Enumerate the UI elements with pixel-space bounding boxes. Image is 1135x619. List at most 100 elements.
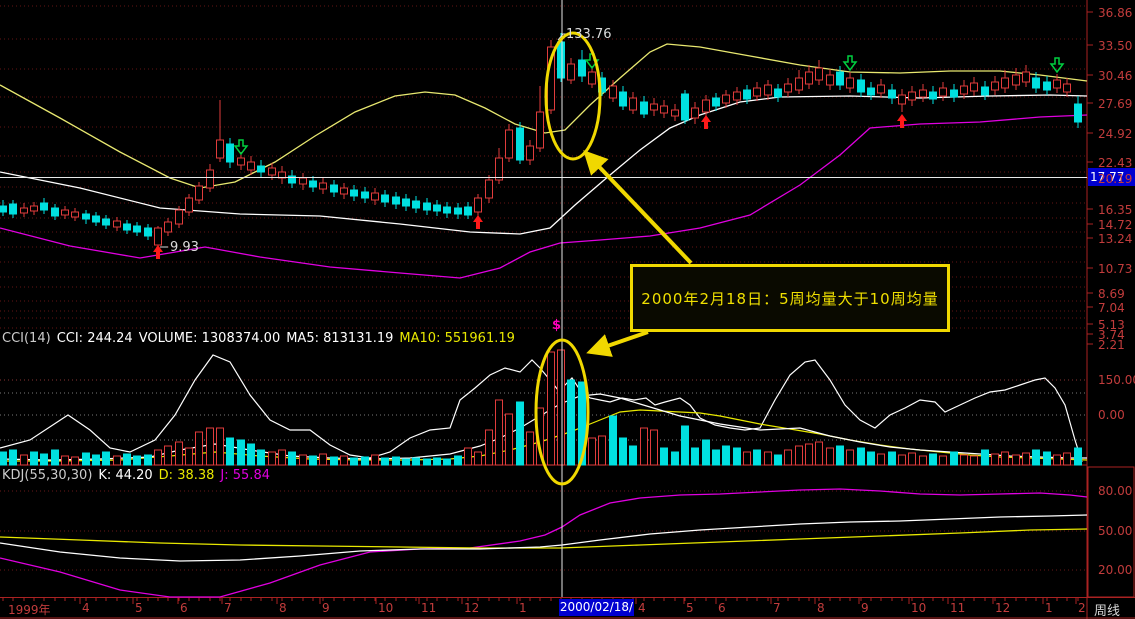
volume-bar — [567, 379, 575, 466]
volume-bar — [722, 445, 730, 466]
volume-bar — [133, 455, 141, 466]
candle-body — [960, 85, 968, 95]
bollinger-mid-band — [0, 94, 1088, 235]
candle-body — [609, 85, 617, 99]
price-axis-label: 27.69 — [1098, 97, 1133, 111]
candle-body — [640, 101, 648, 115]
volume-bar — [433, 457, 441, 466]
selected-date-badge: 2000/02/18/五 — [559, 599, 634, 619]
volume-bar — [278, 449, 286, 466]
volume-bar — [671, 451, 679, 466]
annotation-text: 2000年2月18日：5周均量大于10周均量 — [641, 289, 939, 308]
candle-body — [846, 77, 854, 89]
volume-bar — [464, 447, 472, 466]
volume-bar — [288, 451, 296, 466]
bollinger-lower-band — [0, 114, 1088, 279]
candle-body — [9, 203, 17, 215]
price-axis-label: 22.43 — [1098, 156, 1133, 170]
volume-bar — [154, 449, 162, 466]
volume-bar — [691, 447, 699, 466]
candle-body — [588, 71, 596, 85]
timeline-month-label: 6 — [180, 601, 188, 615]
indicator-value: VOLUME: 1308374.00 — [138, 331, 281, 346]
timeline-month-label: 8 — [817, 601, 825, 615]
candle-body — [950, 89, 958, 98]
volume-bar — [660, 447, 668, 466]
candle-body — [361, 191, 369, 199]
candle-body — [206, 169, 214, 189]
candle-body — [102, 218, 110, 226]
timeline-month-label: 9 — [861, 601, 869, 615]
candle-body — [51, 207, 59, 217]
cci-axis-label: 0.00 — [1098, 408, 1125, 422]
candle-body — [516, 127, 524, 161]
volume-bar — [423, 458, 431, 466]
candle-body — [836, 71, 844, 86]
volume-bar — [361, 456, 369, 466]
indicator-value: KDJ(55,30,30) — [2, 468, 93, 483]
candle-body — [195, 185, 203, 201]
candle-body — [71, 211, 79, 218]
volume-bar — [392, 456, 400, 466]
volume-bar — [557, 349, 565, 466]
candle-body — [257, 165, 265, 173]
low-price-marker: 9.93 — [170, 240, 199, 255]
sell-arrow-icon — [1049, 57, 1065, 74]
candle-body — [216, 139, 224, 159]
volume-bar — [319, 453, 327, 466]
candle-body — [826, 74, 834, 86]
bollinger-upper-band — [0, 43, 1088, 189]
candle-body — [536, 111, 544, 149]
candle-body — [30, 205, 38, 212]
volume-bar — [164, 445, 172, 466]
volume-bar — [1032, 449, 1040, 466]
timeline-month-label: 9 — [322, 601, 330, 615]
volume-bar — [650, 429, 658, 466]
volume-bar — [547, 351, 555, 466]
volume-bar — [795, 445, 803, 466]
volume-bar — [443, 458, 451, 466]
cci-volume-header: CCI(14) CCI: 244.24 VOLUME: 1308374.00 MA5:… — [2, 331, 521, 346]
price-axis-label: 30.46 — [1098, 69, 1133, 83]
candle-body — [1012, 74, 1020, 86]
candle-body — [392, 196, 400, 205]
candle-body — [412, 200, 420, 209]
timeline-month-label: 11 — [950, 601, 966, 615]
volume-bar — [888, 451, 896, 466]
period-label: 周线 — [1094, 604, 1121, 619]
candle-body — [857, 79, 865, 93]
price-axis-label: 14.72 — [1098, 218, 1133, 232]
timeline-month-label: 12 — [464, 601, 480, 615]
candle-body — [485, 179, 493, 199]
candle-body — [1001, 77, 1009, 89]
indicator-value: MA10: 551961.19 — [399, 331, 515, 346]
volume-bar — [371, 454, 379, 466]
volume-bar — [412, 457, 420, 466]
candle-body — [330, 184, 338, 193]
price-axis-label: 7.04 — [1098, 301, 1125, 315]
candle-body — [1063, 83, 1071, 93]
volume-bar — [1022, 452, 1030, 466]
candle-body — [350, 189, 358, 197]
candle-body — [433, 204, 441, 212]
volume-bar — [9, 449, 17, 466]
volume-bar — [299, 454, 307, 466]
volume-bar — [640, 427, 648, 466]
candle-body — [495, 157, 503, 181]
candle-body — [164, 221, 172, 233]
volume-bar — [919, 455, 927, 466]
price-axis-label: 20.19 — [1098, 172, 1133, 186]
price-axis-label: 3.74 — [1098, 328, 1125, 342]
volume-bar — [257, 449, 265, 466]
candle-body — [753, 87, 761, 97]
candle-body — [898, 94, 906, 105]
candle-body — [1022, 71, 1030, 83]
volume-bar — [774, 454, 782, 466]
indicator-value: J: 55.84 — [220, 468, 270, 483]
volume-bar — [0, 451, 7, 466]
price-axis-label: 24.92 — [1098, 127, 1133, 141]
candle-body — [1043, 81, 1051, 91]
candle-body — [340, 187, 348, 195]
